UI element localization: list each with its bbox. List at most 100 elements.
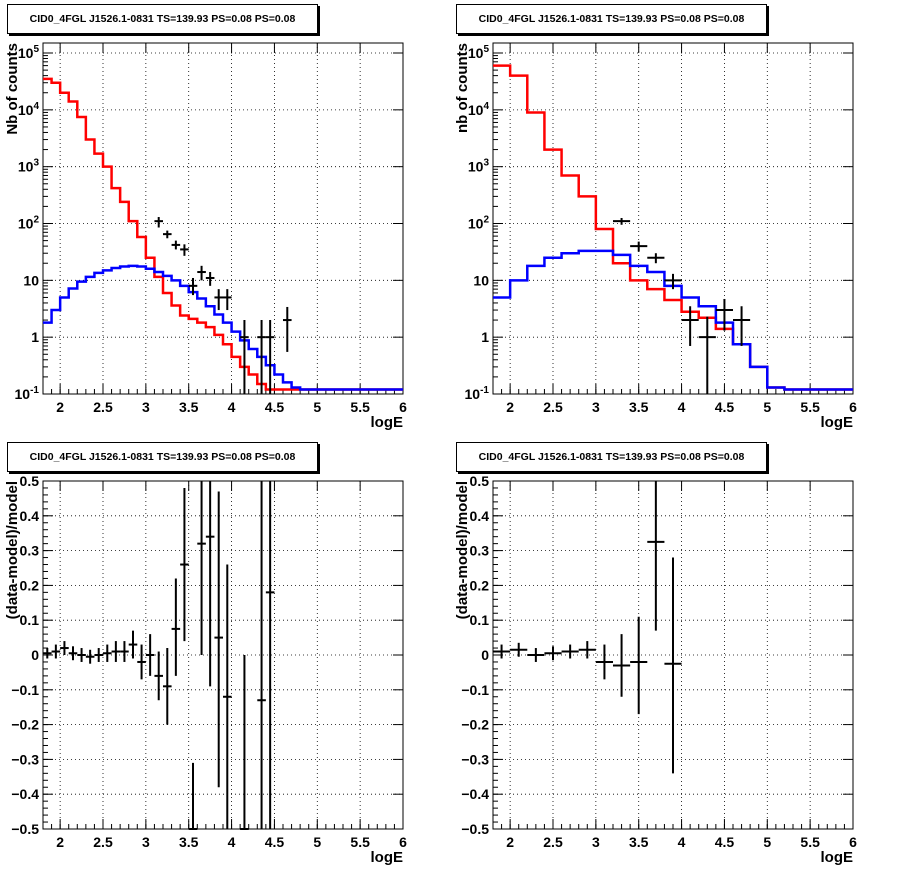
y-tick-label: 1 [31,329,39,345]
y-tick-label: 0.1 [20,612,40,628]
histogram-series-2 [43,264,403,391]
data-point [257,481,266,829]
data-point [180,244,189,256]
data-point [51,644,61,659]
y-tick-label: 0.2 [20,577,40,593]
data-point [283,306,292,352]
data-point [630,616,648,715]
data-point [647,481,665,631]
chart-title: CID0_4FGL J1526.1-0831 TS=139.93 PS=0.08… [456,442,767,472]
y-tick-label: 105 [468,44,490,61]
y-tick-label: 0.3 [470,543,490,559]
y-tick-label: −0.3 [461,751,489,767]
data-point [111,641,121,662]
x-tick-label: 4.5 [265,834,285,850]
x-tick-label: 3 [592,834,600,850]
y-tick-label: 0.5 [20,473,40,489]
data-point [544,646,562,661]
data-point [85,649,95,664]
data-point [68,646,78,661]
chart-title: CID0_4FGL J1526.1-0831 TS=139.93 PS=0.08… [456,4,767,34]
x-tick-label: 2.5 [93,834,113,850]
data-point [265,320,275,394]
x-tick-label: 3 [142,399,150,415]
data-point [223,564,232,829]
x-tick-label: 3.5 [629,834,649,850]
y-tick-label: 102 [468,215,490,232]
x-tick-label: 5.5 [800,399,820,415]
x-tick-label: 5 [763,399,771,415]
y-tick-label: 0.4 [470,508,490,524]
data-point [257,320,266,394]
x-tick-label: 2 [56,834,64,850]
x-tick-label: 3.5 [629,399,649,415]
chart-panel-3: 2 2.5 3 3.5 4 4.5 5 5.5 6 −0.5 −0.4 −0.3 −0.2 −0.1 0 0.… [4,473,407,866]
y-tick-label: 0.2 [470,577,490,593]
y-tick-label: 10 [23,272,39,288]
x-tick-label: 4 [228,399,236,415]
x-tick-label: 5.5 [800,834,820,850]
y-tick-label: 1 [481,329,489,345]
data-point [647,253,665,264]
x-tick-label: 6 [399,399,407,415]
data-point [60,641,69,655]
data-point [578,641,596,659]
data-point [128,630,138,659]
data-point [77,648,86,662]
data-point [197,265,206,281]
x-axis-label: logE [371,849,404,866]
x-tick-label: 2.5 [543,399,563,415]
y-tick-label: 0.4 [20,508,40,524]
histogram-series-2 [493,249,853,391]
data-point [154,651,163,701]
data-point [103,644,112,662]
x-tick-label: 3.5 [179,399,199,415]
data-point [188,277,198,296]
data-point [510,642,528,657]
data-point [493,644,511,659]
y-axis-label: (data-model)/model [4,481,21,619]
plot-frame [492,42,854,395]
data-point [214,491,223,788]
y-tick-label: −0.5 [461,821,489,837]
x-tick-label: 5.5 [350,834,370,850]
y-tick-label: 104 [468,101,490,118]
x-tick-label: 4 [678,399,686,415]
x-axis-label: logE [821,414,854,431]
data-point [163,230,172,239]
data-point [43,648,52,659]
y-tick-label: 103 [18,158,40,175]
x-tick-label: 3 [592,399,600,415]
y-tick-label: 102 [18,215,40,232]
chart-panel-4: 2 2.5 3 3.5 4 4.5 5 5.5 6 −0.5 −0.4 −0.3 −0.2 −0.1 0 0.… [454,473,857,866]
data-point [265,481,275,829]
x-tick-label: 3 [142,834,150,850]
data-point [561,644,579,659]
data-point [733,306,751,346]
x-tick-label: 3.5 [179,834,199,850]
y-tick-label: 0.1 [470,612,490,628]
y-tick-label: −0.3 [11,751,39,767]
x-tick-label: 4.5 [715,399,735,415]
x-tick-label: 4 [228,834,236,850]
x-tick-label: 2 [506,834,514,850]
y-tick-label: 10-1 [15,385,40,402]
data-point [171,240,181,250]
x-tick-label: 6 [849,399,857,415]
data-point [681,306,699,346]
x-tick-label: 6 [849,834,857,850]
data-point [197,481,206,655]
y-tick-label: 0 [481,647,489,663]
chart-panel-1: 2 2.5 3 3.5 4 4.5 5 5.5 6 10-1 1 10 102 103 104 105 logE… [4,42,407,431]
chart-panel-2: 2 2.5 3 3.5 4 4.5 5 5.5 6 10-1 1 10 102 103 104 105 logE… [454,42,857,431]
data-point [595,644,613,680]
y-tick-label: −0.5 [11,821,39,837]
y-tick-label: −0.4 [461,786,489,802]
x-tick-label: 5 [313,399,321,415]
data-point [180,487,189,642]
y-tick-label: 0 [31,647,39,663]
data-point [715,298,733,331]
y-tick-label: −0.1 [11,682,39,698]
data-point [240,320,249,394]
